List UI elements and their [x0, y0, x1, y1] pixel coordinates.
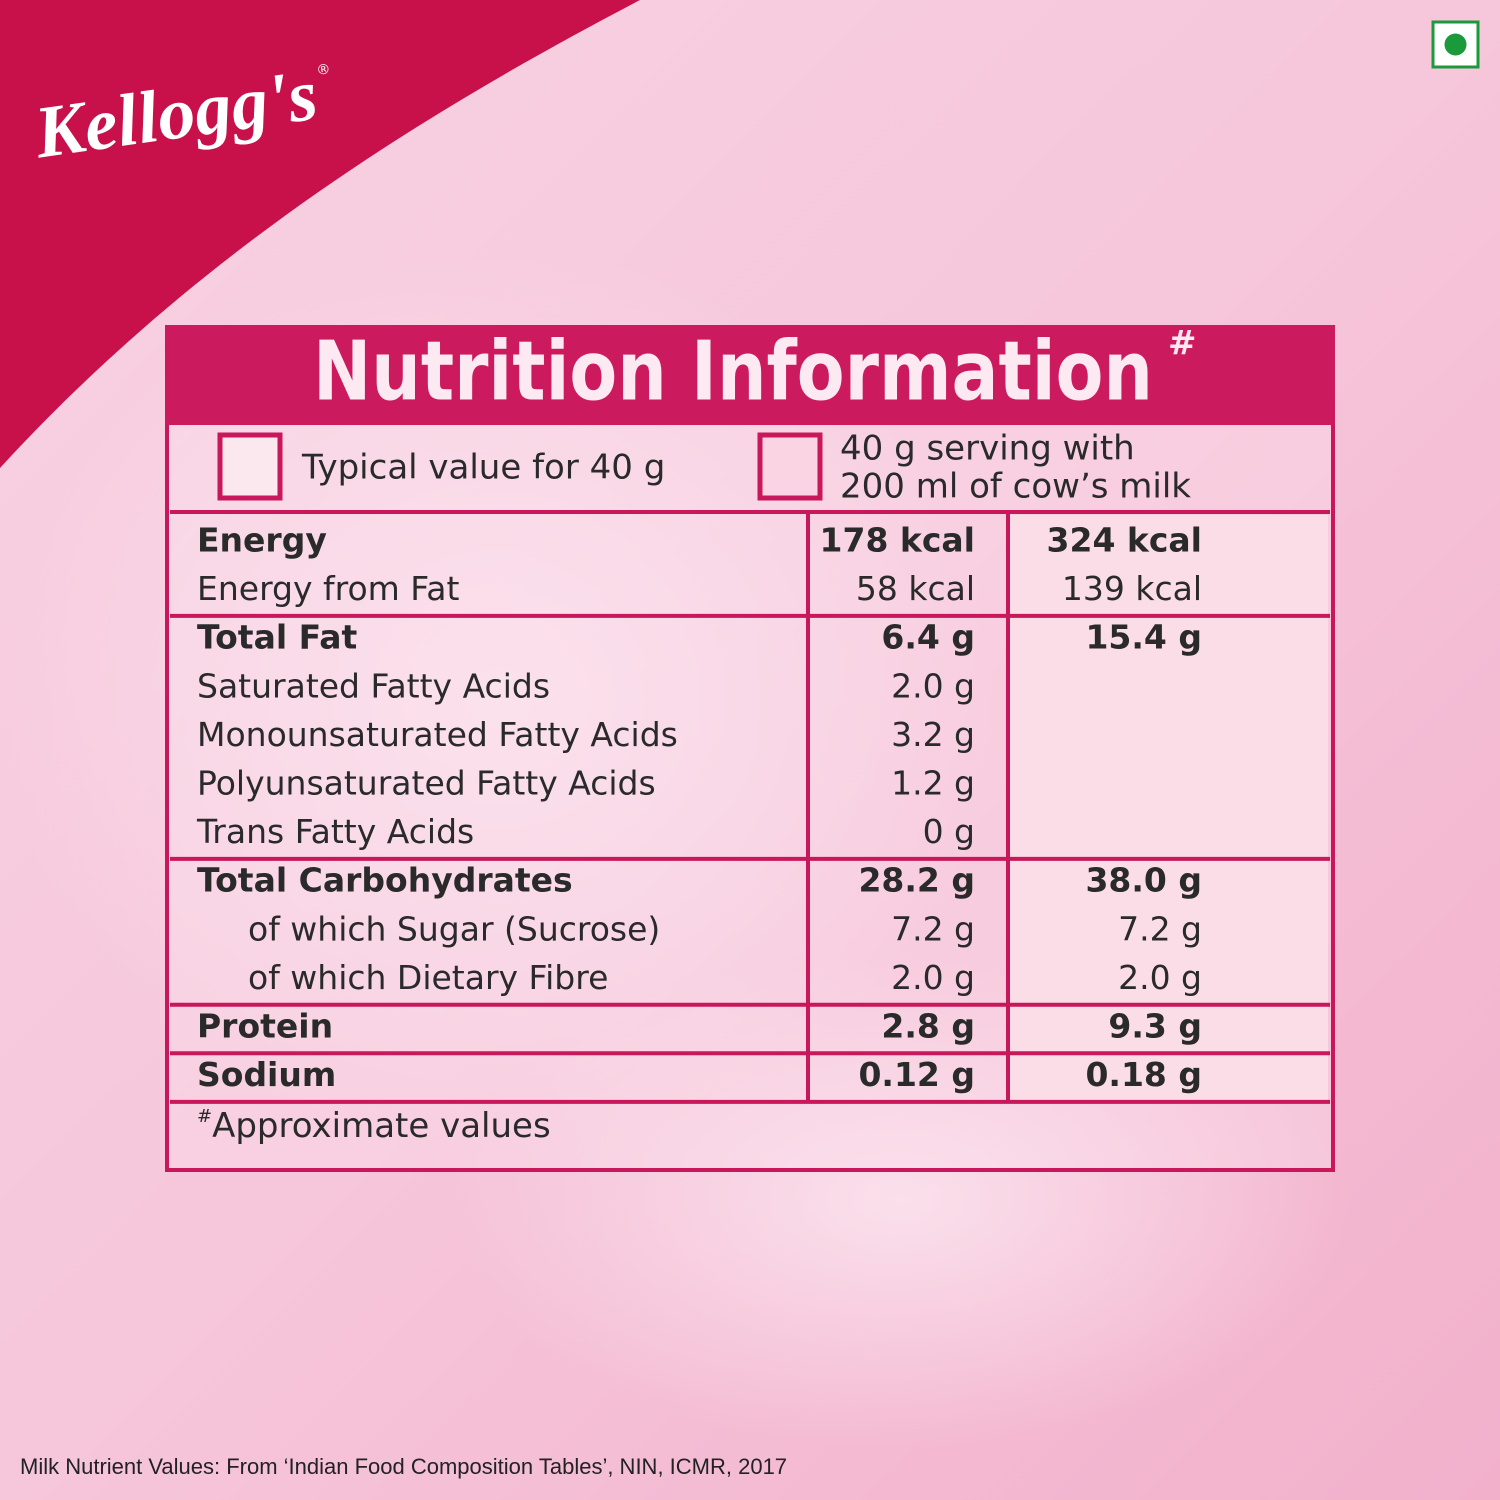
title: Nutrition Information [313, 324, 1153, 419]
veg-dot [1444, 33, 1467, 56]
legend-swatch [757, 432, 823, 501]
footnote: #Approximate values [197, 1106, 551, 1146]
row-value: 7.2 g [891, 909, 975, 948]
row-value: 6.4 g [881, 618, 975, 657]
row-value: 2.0 g [891, 666, 975, 705]
column-header: Typical value for 40 g [301, 448, 665, 488]
row-label: Total Carbohydrates [197, 861, 573, 900]
row-value: 38.0 g [1085, 861, 1202, 900]
row-label: of which Dietary Fibre [248, 958, 608, 997]
column-header: 200 ml of cow’s milk [840, 467, 1191, 507]
row-value: 3.2 g [891, 715, 975, 754]
title-mark: # [1168, 324, 1197, 364]
row-value: 15.4 g [1085, 618, 1202, 657]
row-label: Sodium [197, 1055, 336, 1094]
row-label: Total Fat [197, 618, 358, 657]
row-label: Polyunsaturated Fatty Acids [197, 764, 656, 803]
legend-swatch [217, 432, 283, 501]
row-value: 0.18 g [1085, 1055, 1202, 1094]
row-value: 28.2 g [858, 861, 975, 900]
row-value: 7.2 g [1118, 909, 1202, 948]
footnote-mark: # [197, 1106, 212, 1127]
row-value: 9.3 g [1108, 1007, 1202, 1046]
registered-mark: ® [316, 61, 332, 79]
row-value: 139 kcal [1062, 569, 1202, 608]
row-value: 1.2 g [891, 764, 975, 803]
row-value: 2.0 g [1118, 958, 1202, 997]
column-header: 40 g serving with [840, 429, 1135, 469]
row-label: Trans Fatty Acids [196, 812, 474, 851]
row-label: Energy from Fat [197, 569, 459, 608]
row-label: of which Sugar (Sucrose) [248, 909, 660, 948]
row-value: 0.12 g [858, 1055, 975, 1094]
row-value: 0 g [923, 812, 975, 851]
brand-wedge [0, 0, 640, 468]
footnote-text: Approximate values [212, 1106, 551, 1146]
row-value: 58 kcal [856, 569, 975, 608]
title-band [165, 325, 1335, 425]
row-value: 324 kcal [1047, 521, 1202, 560]
row-value: 2.0 g [891, 958, 975, 997]
row-label: Saturated Fatty Acids [197, 666, 550, 705]
row-label: Energy [197, 521, 327, 560]
row-value: 178 kcal [820, 521, 975, 560]
row-label: Protein [197, 1007, 333, 1046]
row-value: 2.8 g [881, 1007, 975, 1046]
source-note: Milk Nutrient Values: From ‘Indian Food … [20, 1454, 787, 1479]
row-label: Monounsaturated Fatty Acids [197, 715, 678, 754]
